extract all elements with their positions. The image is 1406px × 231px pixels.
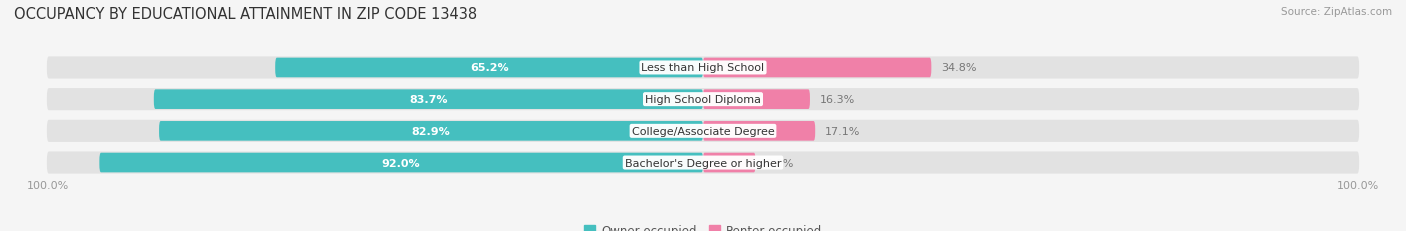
Text: OCCUPANCY BY EDUCATIONAL ATTAINMENT IN ZIP CODE 13438: OCCUPANCY BY EDUCATIONAL ATTAINMENT IN Z… <box>14 7 477 22</box>
FancyBboxPatch shape <box>100 153 703 173</box>
Text: Bachelor's Degree or higher: Bachelor's Degree or higher <box>624 158 782 168</box>
Text: 83.7%: 83.7% <box>409 95 447 105</box>
Text: Source: ZipAtlas.com: Source: ZipAtlas.com <box>1281 7 1392 17</box>
Text: High School Diploma: High School Diploma <box>645 95 761 105</box>
Text: 92.0%: 92.0% <box>382 158 420 168</box>
Legend: Owner-occupied, Renter-occupied: Owner-occupied, Renter-occupied <box>579 219 827 231</box>
FancyBboxPatch shape <box>703 58 931 78</box>
FancyBboxPatch shape <box>153 90 703 109</box>
FancyBboxPatch shape <box>159 122 703 141</box>
Text: 17.1%: 17.1% <box>825 126 860 136</box>
Text: Less than High School: Less than High School <box>641 63 765 73</box>
FancyBboxPatch shape <box>276 58 703 78</box>
FancyBboxPatch shape <box>46 89 1360 111</box>
FancyBboxPatch shape <box>703 153 755 173</box>
FancyBboxPatch shape <box>46 120 1360 142</box>
Text: College/Associate Degree: College/Associate Degree <box>631 126 775 136</box>
FancyBboxPatch shape <box>703 122 815 141</box>
Text: 100.0%: 100.0% <box>27 180 69 190</box>
FancyBboxPatch shape <box>46 152 1360 174</box>
FancyBboxPatch shape <box>703 90 810 109</box>
Text: 65.2%: 65.2% <box>470 63 509 73</box>
Text: 16.3%: 16.3% <box>820 95 855 105</box>
Text: 82.9%: 82.9% <box>412 126 450 136</box>
Text: 34.8%: 34.8% <box>941 63 977 73</box>
Text: 100.0%: 100.0% <box>1337 180 1379 190</box>
Text: 8.0%: 8.0% <box>765 158 794 168</box>
FancyBboxPatch shape <box>46 57 1360 79</box>
